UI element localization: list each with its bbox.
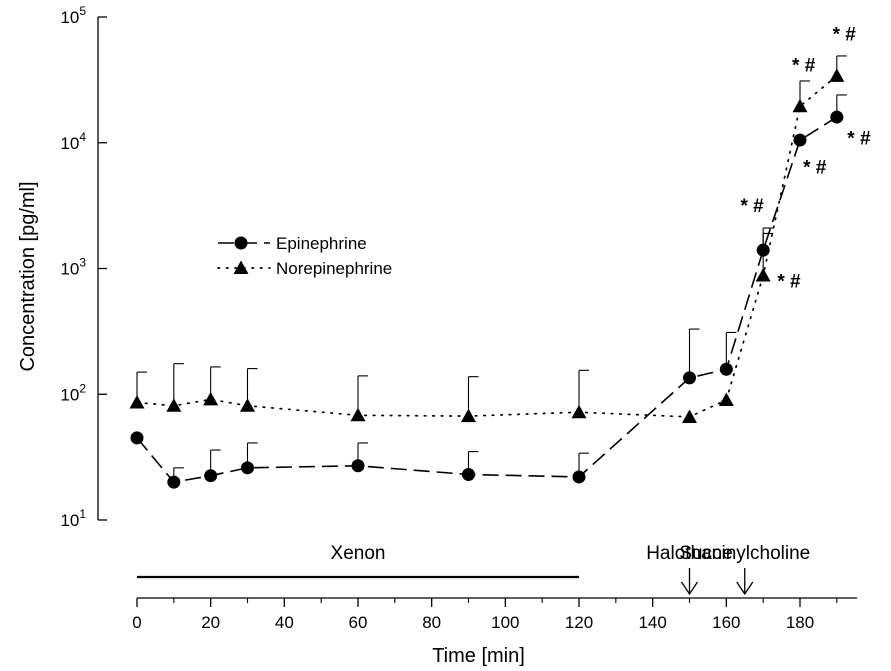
phase-arrow-icon (736, 581, 754, 596)
significance-label: * # (847, 129, 871, 150)
y-tick-label-base: 10 (60, 134, 79, 153)
y-tick-label-base: 10 (60, 260, 79, 279)
data-point-epinephrine (130, 431, 144, 445)
data-point-epinephrine (351, 459, 365, 473)
legend-label-epinephrine: Epinephrine (276, 234, 367, 253)
data-point-epinephrine (241, 461, 254, 475)
legend: Epinephrine Norepinephrine (217, 234, 392, 278)
data-point-epinephrine (572, 470, 586, 484)
x-tick-label: 120 (565, 613, 593, 632)
data-point-epinephrine (204, 469, 218, 483)
x-tick-label: 20 (201, 613, 220, 632)
y-tick-label-base: 10 (60, 511, 79, 530)
y-tick-label-exponent: 4 (79, 130, 86, 144)
significance-label: * # (833, 24, 857, 45)
x-tick-label: 180 (786, 613, 814, 632)
series-line-epinephrine (136, 116, 838, 483)
y-tick-label-base: 10 (60, 8, 79, 27)
data-point-norepinephrine (718, 392, 734, 407)
data-point-epinephrine (830, 110, 844, 124)
series-line-norepinephrine (136, 75, 838, 418)
data-point-norepinephrine (461, 408, 476, 423)
data-point-norepinephrine (682, 409, 697, 423)
data-point-norepinephrine (829, 68, 845, 82)
phase-arrow-icon (680, 581, 699, 596)
y-tick-label: 102 (60, 381, 86, 404)
legend-label-norepinephrine: Norepinephrine (276, 259, 392, 278)
data-point-epinephrine (756, 243, 770, 257)
data-point-norepinephrine (203, 391, 219, 406)
data-point-norepinephrine (240, 398, 255, 412)
series-layer (129, 55, 847, 489)
x-tick-label: 160 (712, 613, 740, 632)
significance-label: * # (777, 272, 801, 293)
y-tick-label: 104 (60, 130, 86, 153)
y-tick-label-exponent: 5 (79, 4, 86, 18)
data-point-epinephrine (167, 475, 181, 489)
x-tick-label: 40 (275, 613, 294, 632)
data-point-epinephrine (719, 362, 733, 376)
legend-marker-triangle (233, 260, 249, 274)
data-point-epinephrine (793, 133, 807, 147)
y-tick-label-exponent: 2 (79, 381, 86, 395)
data-point-norepinephrine (166, 398, 182, 412)
data-point-norepinephrine (792, 98, 808, 113)
x-tick-label: 140 (638, 613, 666, 632)
data-point-norepinephrine (755, 267, 771, 282)
x-tick-label: 100 (491, 613, 519, 632)
x-tick-label: 60 (349, 613, 368, 632)
y-tick-label-exponent: 3 (79, 256, 86, 270)
significance-label: * # (803, 157, 827, 178)
y-tick-label: 105 (60, 4, 86, 27)
y-tick-label-exponent: 1 (79, 507, 86, 521)
x-axis-title: Time [min] (432, 645, 525, 667)
y-axis-title: Concentration [pg/ml] (17, 181, 39, 371)
y-tick-label: 101 (60, 507, 86, 530)
data-point-norepinephrine (350, 407, 366, 422)
significance-label: * # (740, 196, 764, 217)
phase-label-xenon: Xenon (331, 543, 386, 564)
phase-label-halothane: Halothane (646, 543, 733, 564)
phase-label-succinylcholine: Succinylcholine (679, 543, 810, 564)
legend-marker-circle (234, 236, 248, 250)
x-tick-label: 80 (422, 613, 441, 632)
y-tick-label-base: 10 (60, 385, 79, 404)
annotations: * # * # * # * # * # * # (740, 24, 870, 292)
data-point-norepinephrine (571, 404, 587, 419)
data-point-epinephrine (683, 371, 696, 385)
x-tick-label: 0 (132, 613, 141, 632)
significance-label: * # (792, 55, 816, 76)
data-point-norepinephrine (129, 394, 145, 409)
data-point-epinephrine (462, 468, 475, 482)
y-tick-label: 103 (60, 256, 86, 279)
